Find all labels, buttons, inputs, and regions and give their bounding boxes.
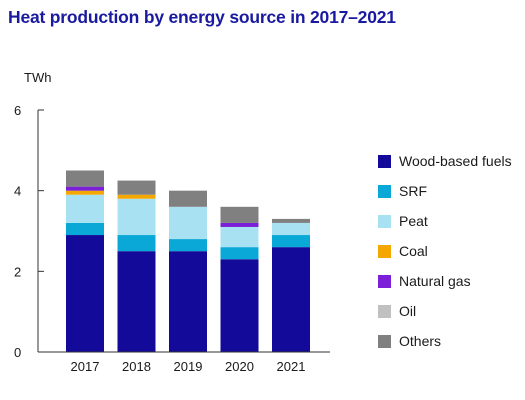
legend-item-peat: Peat (378, 212, 518, 231)
bar-segment-others-2017 (66, 170, 104, 187)
tick-labels-group: 2017 2018 2019 2020 2021 0 2 4 6 (14, 103, 305, 374)
bar-segment-others-2018 (117, 180, 156, 195)
bar-segment-peat-2017 (66, 194, 104, 223)
bar-segment-srf-2018 (117, 235, 156, 252)
bar-segment-coal-2017 (66, 190, 104, 195)
bar-segment-srf-2017 (66, 222, 104, 236)
legend-label: Peat (399, 213, 428, 229)
bar-segment-others-2021 (272, 218, 310, 223)
legend-label: Natural gas (399, 273, 471, 289)
legend-swatch (378, 335, 391, 348)
y-tick-label: 4 (14, 184, 21, 199)
bar-segment-coal-2018 (117, 194, 156, 199)
y-tick-label: 0 (14, 345, 21, 360)
legend-label: Coal (399, 243, 428, 259)
legend-swatch (378, 185, 391, 198)
bar-segment-natural_gas-2017 (66, 186, 104, 191)
x-tick-label: 2021 (277, 359, 306, 374)
bar-segment-srf-2019 (169, 239, 207, 252)
legend-swatch (378, 215, 391, 228)
chart-legend: Wood-based fuels SRF Peat Coal Natural gas Oi… (378, 152, 518, 362)
legend-label: Oil (399, 303, 417, 319)
legend-item-wood: Wood-based fuels (378, 152, 518, 171)
bar-segment-wood-2020 (220, 259, 259, 352)
legend-label: Others (399, 333, 442, 349)
y-tick-label: 6 (14, 103, 21, 118)
bar-segment-wood-2018 (117, 251, 156, 352)
legend-item-oil: Oil (378, 302, 518, 321)
x-tick-label: 2020 (225, 359, 254, 374)
legend-item-coal: Coal (378, 242, 518, 261)
legend-swatch (378, 305, 391, 318)
bar-segment-others-2020 (220, 206, 259, 223)
bar-segment-peat-2019 (169, 206, 207, 240)
bar-segment-peat-2020 (220, 226, 259, 248)
bar-segment-natural_gas-2020 (220, 222, 259, 227)
legend-swatch (378, 245, 391, 258)
bar-segment-wood-2019 (169, 251, 207, 352)
bar-segment-peat-2021 (272, 222, 310, 236)
legend-swatch (378, 155, 391, 168)
bars-group (66, 170, 310, 352)
bar-segment-srf-2021 (272, 235, 310, 248)
x-tick-label: 2017 (71, 359, 100, 374)
y-axis-unit-label: TWh (24, 70, 52, 85)
axes-group (37, 109, 330, 353)
legend-label: Wood-based fuels (399, 153, 512, 169)
legend-swatch (378, 275, 391, 288)
legend-item-srf: SRF (378, 182, 518, 201)
chart-title: Heat production by energy source in 2017… (8, 7, 396, 27)
legend-item-others: Others (378, 332, 518, 351)
bar-segment-wood-2017 (66, 235, 104, 352)
bar-segment-others-2019 (169, 190, 207, 207)
legend-label: SRF (399, 183, 427, 199)
bar-segment-wood-2021 (272, 247, 310, 352)
bar-segment-peat-2018 (117, 198, 156, 236)
legend-item-natural_gas: Natural gas (378, 272, 518, 291)
bar-segment-srf-2020 (220, 247, 259, 260)
x-tick-label: 2019 (174, 359, 203, 374)
y-tick-label: 2 (14, 264, 21, 279)
x-tick-label: 2018 (122, 359, 151, 374)
